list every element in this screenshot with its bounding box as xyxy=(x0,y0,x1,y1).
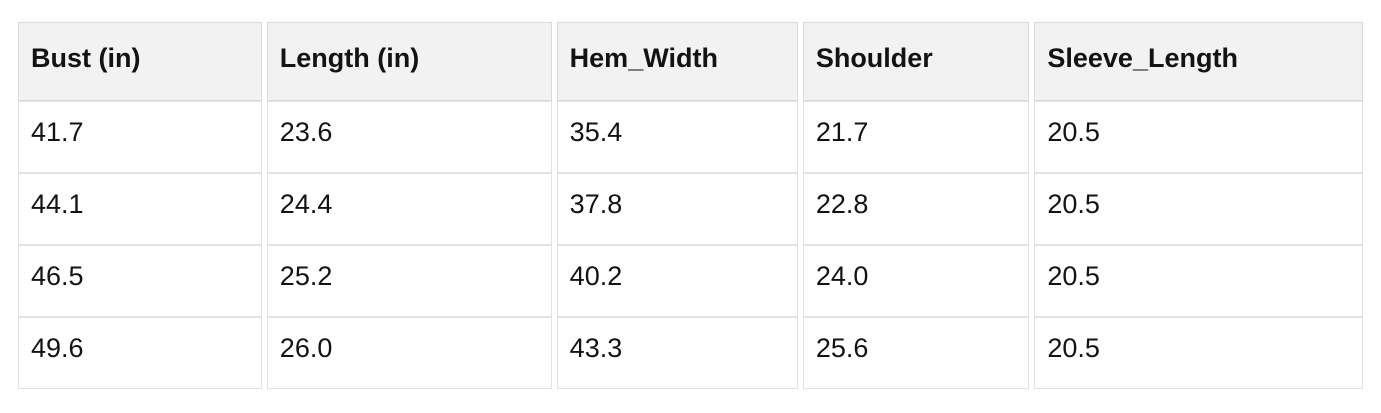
table-cell: 26.0 xyxy=(266,317,552,389)
table-cell: 20.5 xyxy=(1034,101,1363,173)
table-row: 44.1 24.4 37.8 22.8 20.5 xyxy=(18,173,1363,245)
table-cell: 24.0 xyxy=(802,245,1030,317)
table-cell: 24.4 xyxy=(266,173,552,245)
size-chart-table: Bust (in) Length (in) Hem_Width Shoulder… xyxy=(13,22,1368,389)
table-cell: 20.5 xyxy=(1034,173,1363,245)
column-header-hem-width: Hem_Width xyxy=(556,22,798,101)
table-row: 46.5 25.2 40.2 24.0 20.5 xyxy=(18,245,1363,317)
table-cell: 41.7 xyxy=(18,101,262,173)
table-cell: 37.8 xyxy=(556,173,798,245)
table-cell: 44.1 xyxy=(18,173,262,245)
column-header-shoulder: Shoulder xyxy=(802,22,1030,101)
table-cell: 22.8 xyxy=(802,173,1030,245)
table-cell: 46.5 xyxy=(18,245,262,317)
header-row: Bust (in) Length (in) Hem_Width Shoulder… xyxy=(18,22,1363,101)
table-cell: 49.6 xyxy=(18,317,262,389)
table-cell: 20.5 xyxy=(1034,317,1363,389)
table-cell: 23.6 xyxy=(266,101,552,173)
table-row: 49.6 26.0 43.3 25.6 20.5 xyxy=(18,317,1363,389)
column-header-bust: Bust (in) xyxy=(18,22,262,101)
size-table-container: Bust (in) Length (in) Hem_Width Shoulder… xyxy=(13,22,1368,389)
column-header-sleeve-length: Sleeve_Length xyxy=(1034,22,1363,101)
table-cell: 20.5 xyxy=(1034,245,1363,317)
table-cell: 43.3 xyxy=(556,317,798,389)
column-header-length: Length (in) xyxy=(266,22,552,101)
table-cell: 25.6 xyxy=(802,317,1030,389)
table-row: 41.7 23.6 35.4 21.7 20.5 xyxy=(18,101,1363,173)
table-cell: 35.4 xyxy=(556,101,798,173)
table-cell: 40.2 xyxy=(556,245,798,317)
table-cell: 21.7 xyxy=(802,101,1030,173)
table-cell: 25.2 xyxy=(266,245,552,317)
